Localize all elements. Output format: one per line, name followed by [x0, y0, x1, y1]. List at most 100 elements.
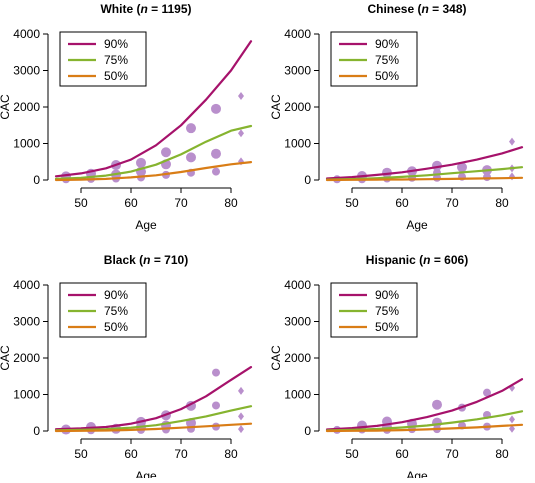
data-point: [212, 167, 220, 176]
y-tick-label: 4000: [284, 27, 311, 41]
legend-label: 75%: [375, 304, 399, 318]
title-prefix: Chinese (: [367, 2, 421, 16]
y-axis-label: CAC: [0, 345, 12, 371]
curve-p75: [54, 124, 253, 180]
curve-p90: [325, 378, 524, 431]
y-tick-label: 1000: [13, 137, 40, 151]
data-point-diamond: [238, 412, 244, 421]
y-tick-label: 1000: [284, 137, 311, 151]
data-point: [483, 388, 491, 397]
y-tick-label: 2000: [284, 100, 311, 114]
data-point-diamond: [509, 137, 515, 146]
legend-label: 75%: [104, 304, 128, 318]
chart-title: Black (n = 710): [104, 253, 188, 267]
legend-label: 90%: [104, 288, 128, 302]
chart-title: Chinese (n = 348): [367, 2, 466, 16]
x-axis-label: Age: [406, 218, 428, 232]
chart-title: White (n = 1195): [100, 2, 191, 16]
legend-label: 50%: [375, 320, 399, 334]
curve-p90: [54, 40, 253, 178]
y-tick-label: 0: [33, 173, 40, 187]
x-axis-label: Age: [135, 469, 157, 478]
x-tick-label: 70: [445, 447, 459, 461]
x-tick-label: 50: [74, 196, 88, 210]
chart-panel: Hispanic (n = 606) 0 1000 2000 3000 4000 CAC 50…: [269, 253, 524, 483]
x-tick-label: 80: [224, 196, 238, 210]
x-tick-label: 60: [124, 447, 138, 461]
title-n: n: [421, 2, 428, 16]
title-suffix: = 710): [151, 253, 189, 267]
curve-p50: [54, 422, 253, 433]
data-point: [432, 399, 442, 410]
curve-p90: [325, 146, 524, 180]
title-n: n: [140, 2, 147, 16]
x-tick-label: 70: [174, 196, 188, 210]
y-tick-label: 1000: [284, 388, 311, 402]
data-point: [161, 147, 171, 158]
x-axis-label: Age: [135, 218, 157, 232]
y-tick-label: 3000: [13, 64, 40, 78]
title-n: n: [423, 253, 430, 267]
data-point-diamond: [238, 129, 244, 138]
x-tick-label: 80: [495, 196, 509, 210]
legend-label: 75%: [104, 53, 128, 67]
y-tick-label: 3000: [13, 315, 40, 329]
x-tick-label: 70: [445, 196, 459, 210]
x-tick-label: 70: [174, 447, 188, 461]
data-point: [186, 152, 196, 163]
title-prefix: Hispanic (: [366, 253, 423, 267]
legend-label: 90%: [375, 37, 399, 51]
chart-panel: Black (n = 710) 0 1000 2000 3000 4000 CAC 50 60 7…: [0, 253, 253, 483]
curve-p50: [325, 176, 524, 182]
data-point: [457, 162, 467, 173]
data-point: [212, 368, 220, 377]
x-tick-label: 80: [495, 447, 509, 461]
y-axis-label: CAC: [0, 94, 12, 120]
y-tick-label: 2000: [13, 100, 40, 114]
data-point-diamond: [509, 424, 515, 433]
data-point-diamond: [238, 92, 244, 101]
title-prefix: Black (: [104, 253, 143, 267]
curve-p75: [325, 410, 524, 432]
y-tick-label: 4000: [13, 27, 40, 41]
chart-title: Hispanic (n = 606): [366, 253, 468, 267]
chart-panel: White (n = 1195) 0 1000 2000 3000 4000 CAC 50 60…: [0, 2, 253, 232]
data-point-diamond: [238, 386, 244, 395]
legend-label: 50%: [104, 320, 128, 334]
data-point: [211, 103, 221, 114]
title-suffix: = 348): [429, 2, 467, 16]
y-tick-label: 3000: [284, 315, 311, 329]
data-point: [211, 148, 221, 159]
title-prefix: White (: [100, 2, 140, 16]
y-tick-label: 4000: [284, 278, 311, 292]
data-point-diamond: [509, 172, 515, 181]
x-tick-label: 80: [224, 447, 238, 461]
data-point: [136, 157, 146, 168]
data-point-diamond: [238, 425, 244, 434]
y-axis-label: CAC: [269, 94, 283, 120]
data-point-diamond: [509, 415, 515, 424]
title-suffix: = 1195): [148, 2, 192, 16]
x-axis-label: Age: [406, 469, 428, 478]
y-tick-label: 3000: [284, 64, 311, 78]
legend-label: 50%: [104, 69, 128, 83]
data-point: [186, 123, 196, 134]
y-tick-label: 2000: [284, 351, 311, 365]
x-tick-label: 50: [345, 196, 359, 210]
y-axis-label: CAC: [269, 345, 283, 371]
legend-label: 50%: [375, 69, 399, 83]
legend-label: 75%: [375, 53, 399, 67]
data-point: [212, 401, 220, 410]
legend-label: 90%: [104, 37, 128, 51]
y-tick-label: 0: [304, 173, 311, 187]
x-tick-label: 60: [395, 196, 409, 210]
x-tick-label: 50: [345, 447, 359, 461]
x-tick-label: 60: [395, 447, 409, 461]
y-tick-label: 0: [304, 424, 311, 438]
x-tick-label: 50: [74, 447, 88, 461]
y-tick-label: 4000: [13, 278, 40, 292]
curve-p50: [325, 423, 524, 433]
x-tick-label: 60: [124, 196, 138, 210]
